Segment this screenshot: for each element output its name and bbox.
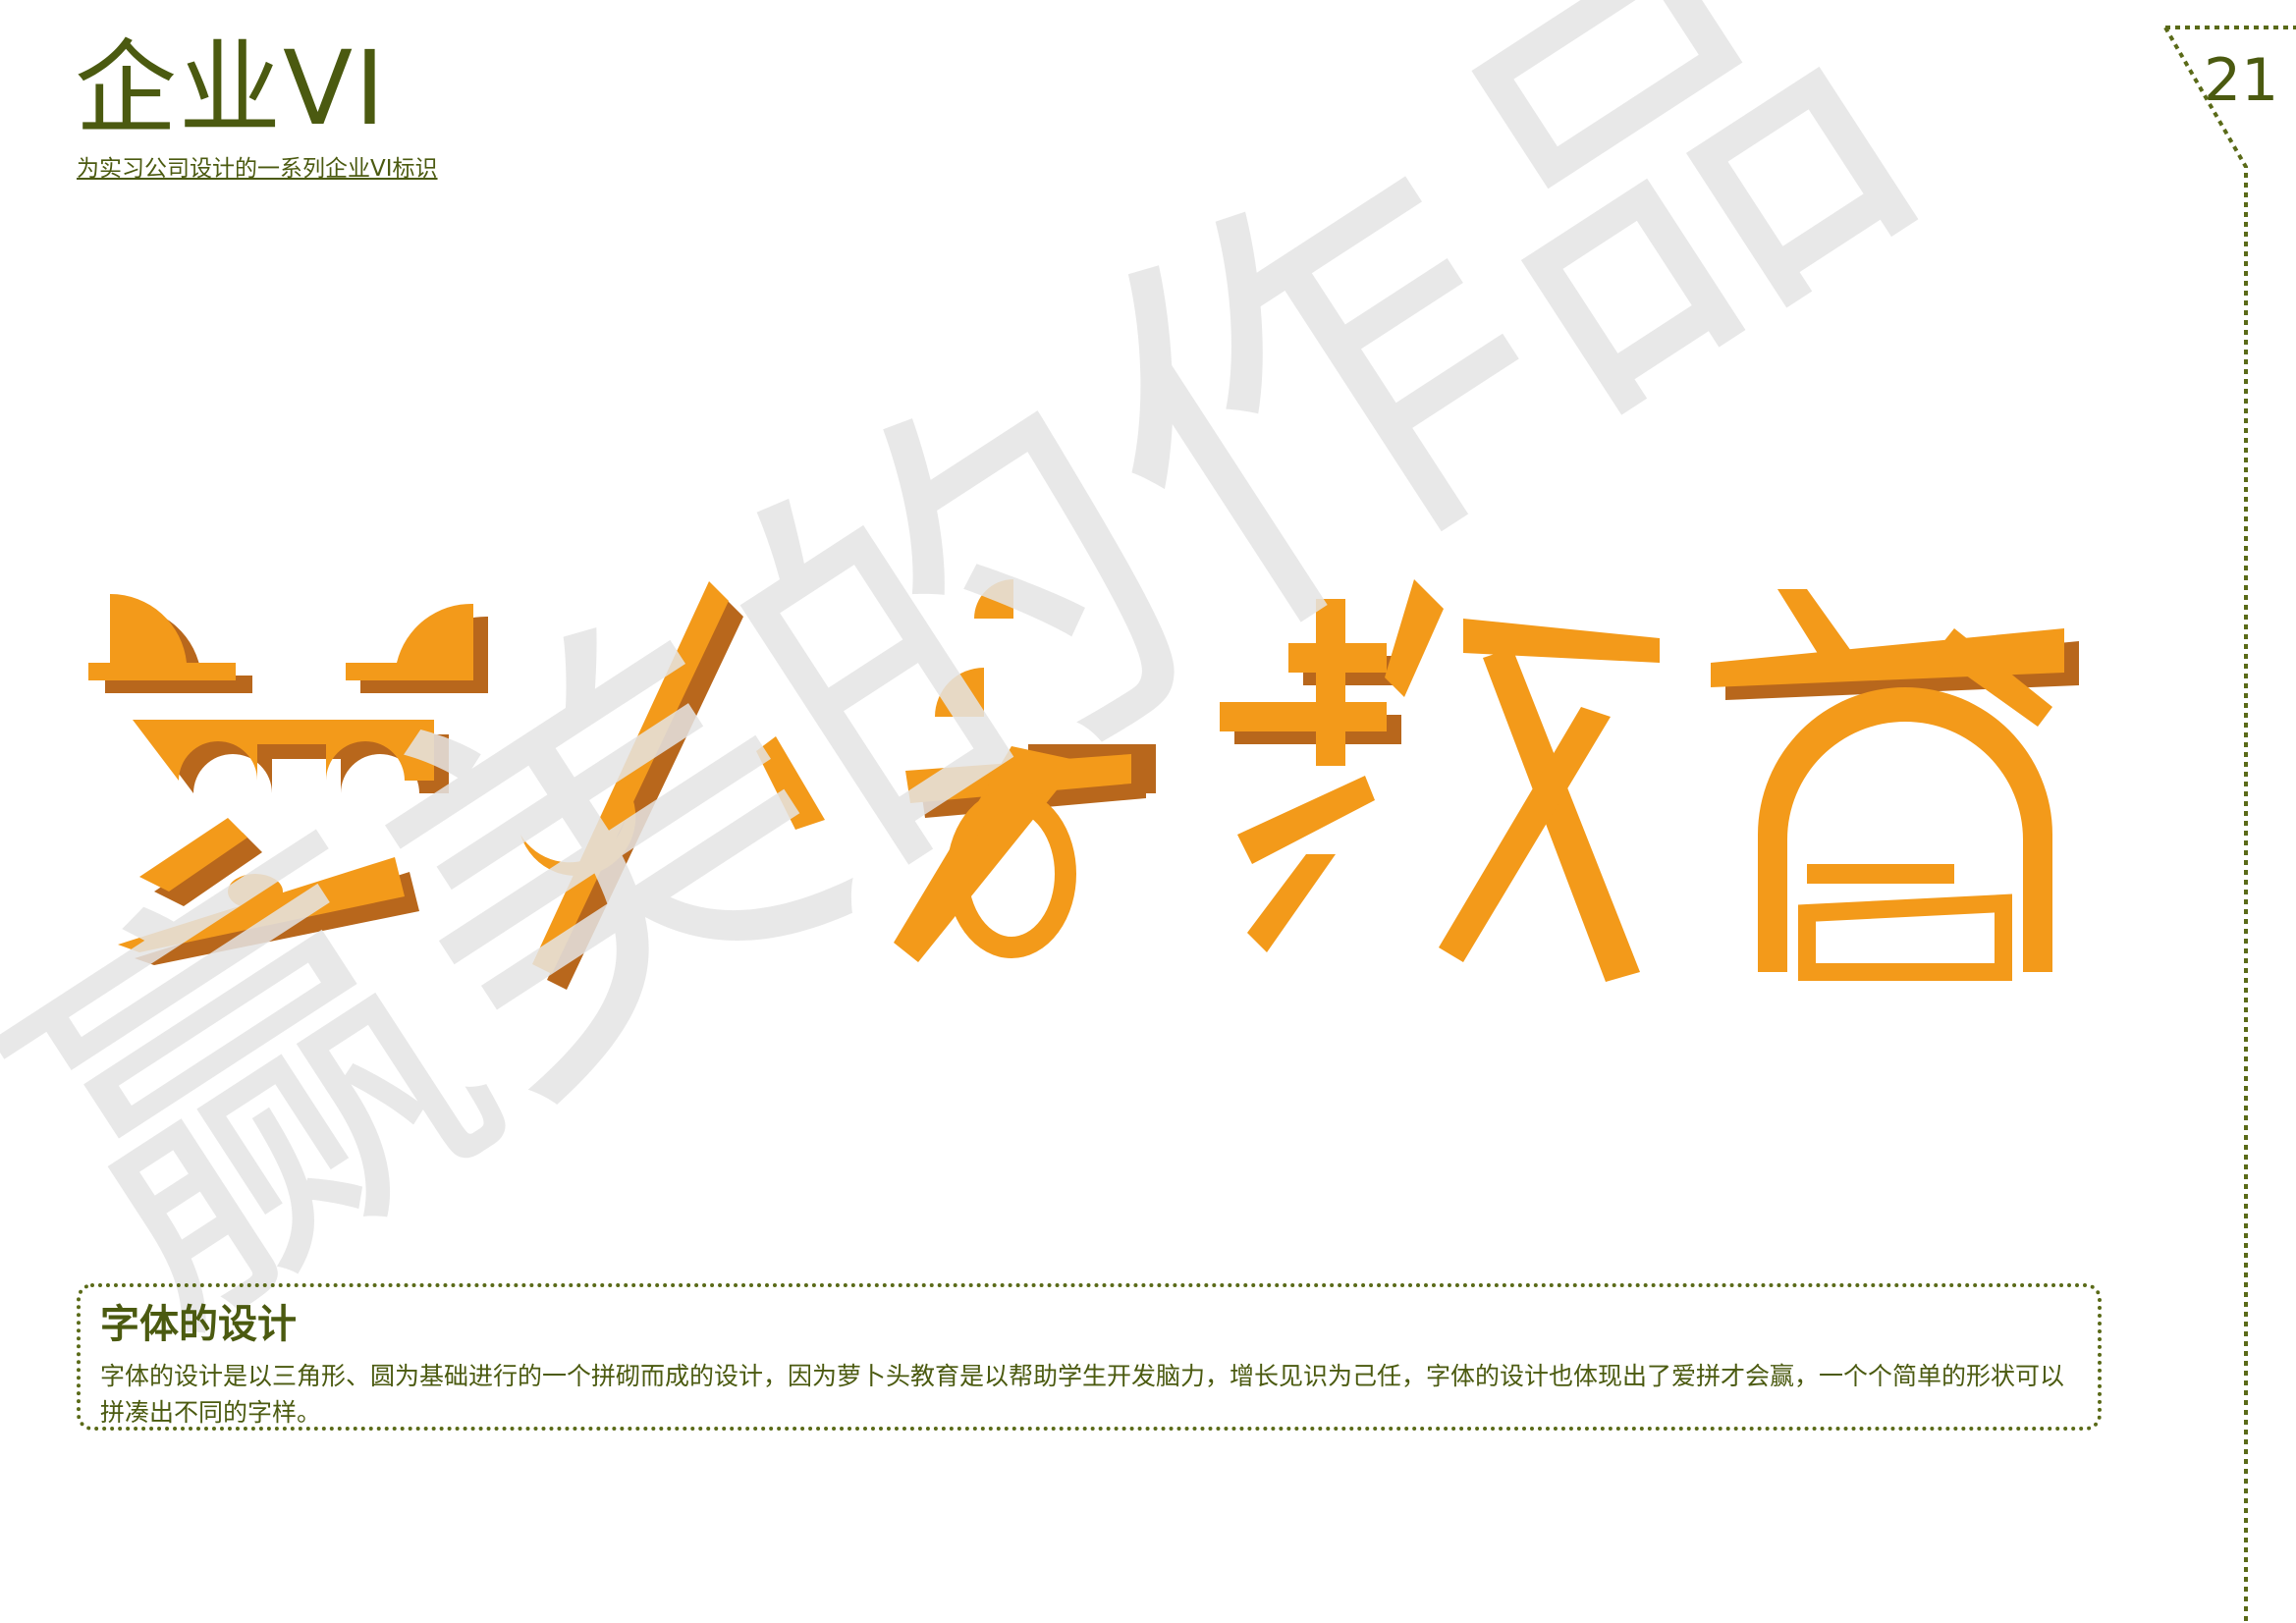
page-number: 21	[2204, 46, 2279, 115]
description-heading: 字体的设计	[100, 1302, 297, 1347]
logo-luobotou-education	[88, 579, 2079, 990]
page-subtitle: 为实习公司设计的一系列企业VI标识	[77, 156, 438, 182]
description-body: 字体的设计是以三角形、圆为基础进行的一个拼砌而成的设计，因为萝卜头教育是以帮助学…	[100, 1362, 2065, 1427]
description-box: 字体的设计 字体的设计是以三角形、圆为基础进行的一个拼砌而成的设计，因为萝卜头教…	[77, 1283, 2102, 1431]
page-title: 企业VI	[75, 28, 387, 148]
